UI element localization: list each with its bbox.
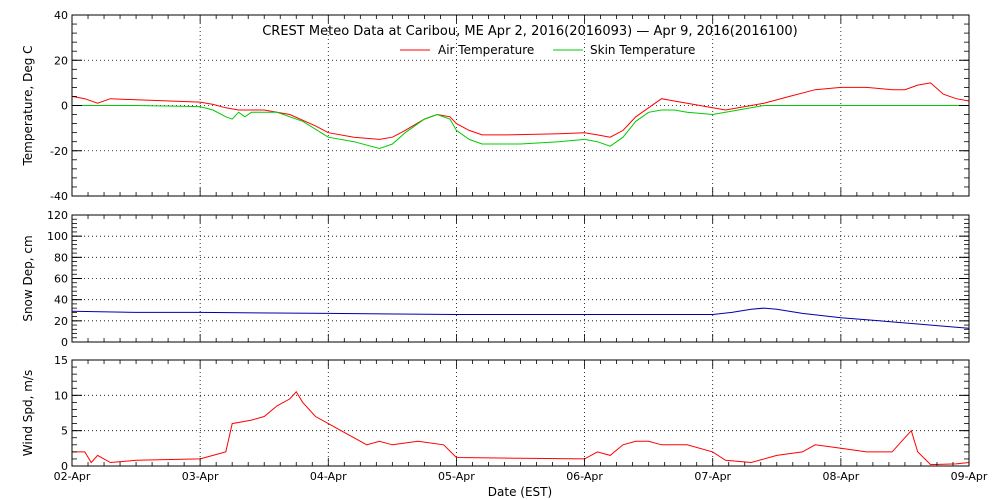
panel-1-ytick-label-120: 120 <box>47 209 68 222</box>
panel-2-ytick-label-5: 5 <box>61 425 68 438</box>
panel-1-ytick-label-60: 60 <box>54 273 68 286</box>
panel-1-ytick-label-20: 20 <box>54 315 68 328</box>
series-layer <box>71 82 970 466</box>
x-tick-label-02-apr: 02-Apr <box>54 470 91 483</box>
panel-2-y-axis-title: Wind Spd, m/s <box>21 370 35 456</box>
panel-0-frame <box>71 14 970 197</box>
legend-label-air-temperature: Air Temperature <box>438 43 534 57</box>
panel-1-ytick-label-40: 40 <box>54 294 68 307</box>
panel-0-ytick-label-0: 0 <box>61 100 68 113</box>
x-tick-label-04-apr: 04-Apr <box>310 470 347 483</box>
label-layer: -40 -20 0 20 40 Temperature, Deg C 0 20 40 60 80 10… <box>21 9 988 483</box>
panel-0-line-air-temperature <box>71 82 970 140</box>
x-axis-title: Date (EST) <box>488 485 552 499</box>
panel-0-ytick-label--20: -20 <box>50 145 68 158</box>
panel-2-line-series-0 <box>72 390 970 466</box>
x-tick-label-05-apr: 05-Apr <box>438 470 475 483</box>
panel-1-frame <box>71 214 970 343</box>
panel-0-ytick-label-40: 40 <box>54 9 68 22</box>
x-tick-label-07-apr: 07-Apr <box>694 470 731 483</box>
frame-layer <box>71 14 970 467</box>
panel-0-line-skin-temperature <box>72 105 969 150</box>
chart-title: CREST Meteo Data at Caribou, ME Apr 2, 2… <box>262 24 798 39</box>
panel-1-y-axis-title: Snow Dep, cm <box>21 235 35 321</box>
legend: Air Temperature Skin Temperature <box>400 43 695 57</box>
panel-0-ytick-label--40: -40 <box>50 190 68 203</box>
panel-0-ytick-label-20: 20 <box>54 54 68 67</box>
panel-1-ytick-label-0: 0 <box>61 336 68 349</box>
x-tick-label-08-apr: 08-Apr <box>822 470 859 483</box>
panel-0-y-axis-title: Temperature, Deg C <box>21 45 35 166</box>
panel-2-ytick-label-0: 0 <box>61 460 68 473</box>
x-tick-label-09-apr: 09-Apr <box>951 470 988 483</box>
panel-1-ytick-label-80: 80 <box>54 251 68 264</box>
x-tick-label-03-apr: 03-Apr <box>182 470 219 483</box>
legend-label-skin-temperature: Skin Temperature <box>590 43 695 57</box>
grid-layer <box>72 15 969 466</box>
panel-2-ytick-label-10: 10 <box>54 389 68 402</box>
x-tick-label-06-apr: 06-Apr <box>566 470 603 483</box>
panel-2-frame <box>71 359 970 467</box>
panel-2-ytick-label-15: 15 <box>54 354 68 367</box>
panel-1-line-series-0 <box>71 307 970 329</box>
panel-1-ytick-label-100: 100 <box>47 230 68 243</box>
